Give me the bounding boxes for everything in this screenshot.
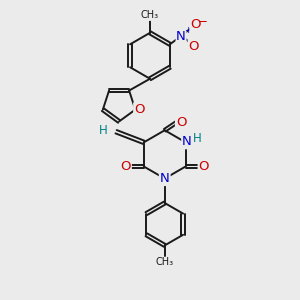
Text: N: N [182, 135, 192, 148]
Text: O: O [134, 103, 145, 116]
Text: O: O [176, 116, 187, 128]
Text: +: + [184, 26, 191, 35]
Text: O: O [190, 18, 200, 32]
Text: O: O [120, 160, 131, 173]
Text: O: O [188, 40, 199, 53]
Text: H: H [99, 124, 108, 137]
Text: O: O [199, 160, 209, 173]
Text: H: H [192, 132, 201, 145]
Text: N: N [160, 172, 169, 185]
Text: CH₃: CH₃ [156, 257, 174, 268]
Text: CH₃: CH₃ [141, 10, 159, 20]
Text: −: − [198, 15, 208, 28]
Text: N: N [176, 30, 186, 43]
